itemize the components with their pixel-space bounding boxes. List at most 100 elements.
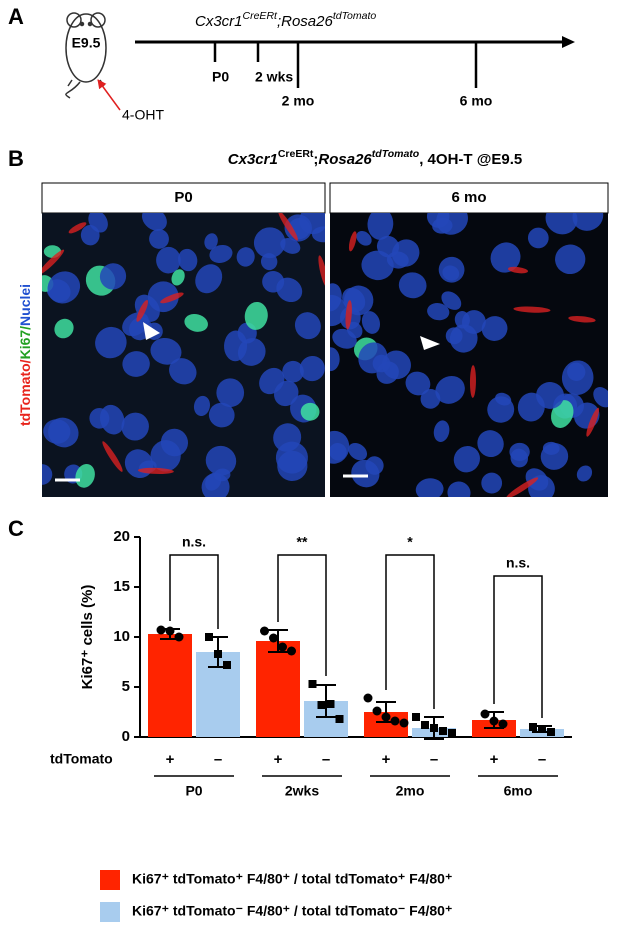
nucleus xyxy=(348,443,368,461)
nucleus xyxy=(361,311,381,334)
data-point xyxy=(390,716,400,726)
nucleus xyxy=(477,430,504,458)
data-point xyxy=(439,727,447,735)
nucleus xyxy=(442,265,460,281)
text-part: / xyxy=(17,359,33,363)
significance-bracket xyxy=(493,575,543,718)
nucleus xyxy=(54,318,74,339)
nucleus xyxy=(48,417,79,448)
nucleus xyxy=(184,313,208,332)
tdtomato-cell xyxy=(42,249,65,275)
nucleus xyxy=(42,464,53,485)
significance-label: n.s. xyxy=(182,534,206,550)
nucleus xyxy=(99,263,127,290)
nucleus xyxy=(88,213,108,233)
row-label: tdTomato xyxy=(50,751,113,767)
nucleus xyxy=(398,272,427,299)
nucleus xyxy=(420,388,441,409)
nucleus xyxy=(330,430,350,464)
image-title: Cx3cr1CreERt;Rosa26tdTomato, 4OH-T @E9.5 xyxy=(228,148,522,168)
nucleus xyxy=(386,251,409,269)
bracket-line xyxy=(385,554,435,709)
image-header xyxy=(41,182,326,214)
tdtomato-cell xyxy=(278,213,298,241)
data-point xyxy=(399,718,409,728)
nucleus xyxy=(332,328,357,349)
data-point xyxy=(363,693,373,703)
text-part: / xyxy=(17,326,33,330)
nucleus xyxy=(449,324,478,353)
data-point xyxy=(223,661,231,669)
tdtomato-cell xyxy=(345,300,352,330)
text-part: tdTomato xyxy=(333,10,377,22)
y-axis-label: Ki67⁺ cells (%) xyxy=(79,585,96,690)
nucleus xyxy=(481,472,503,494)
data-point xyxy=(430,724,438,732)
nucleus xyxy=(299,355,325,382)
nucleus xyxy=(311,226,325,243)
nucleus xyxy=(169,358,197,385)
data-point xyxy=(547,728,555,736)
nucleus xyxy=(361,250,394,281)
significance-label: * xyxy=(407,534,413,550)
nucleus xyxy=(259,367,285,395)
nucleus xyxy=(356,231,372,246)
sign-label: – xyxy=(214,751,222,768)
injection-arrow xyxy=(97,79,121,111)
nucleus xyxy=(432,217,453,234)
timepoint-label: 6 mo xyxy=(460,93,493,109)
legend-swatch xyxy=(100,902,120,922)
nucleus xyxy=(372,354,391,373)
text-part: Nuclei xyxy=(17,284,33,326)
panel-label: C xyxy=(8,516,24,541)
nucleus xyxy=(567,362,586,381)
nucleus xyxy=(527,227,549,249)
nucleus xyxy=(209,244,233,263)
timepoint-label: 2 wks xyxy=(255,69,293,85)
sign-label: – xyxy=(538,751,546,768)
tdtomato-cell xyxy=(469,365,476,398)
bracket-line xyxy=(493,575,543,718)
nucleus xyxy=(201,472,230,497)
nucleus xyxy=(121,412,149,441)
error-bar xyxy=(316,684,336,718)
nucleus xyxy=(149,229,169,249)
nucleus xyxy=(435,376,465,404)
nucleus xyxy=(545,213,578,235)
nucleus xyxy=(433,420,450,443)
nucleus xyxy=(593,387,608,408)
nucleus xyxy=(236,247,255,267)
y-tick-label: 15 xyxy=(113,578,130,595)
nucleus xyxy=(490,242,521,273)
x-tick-label: 6mo xyxy=(504,783,533,799)
sign-label: + xyxy=(490,751,499,768)
nucleus xyxy=(427,303,450,321)
text-part: ; xyxy=(313,151,318,168)
data-point xyxy=(174,632,184,642)
nucleus xyxy=(276,277,303,303)
data-point xyxy=(489,716,499,726)
nucleus xyxy=(193,395,211,416)
tdtomato-cell xyxy=(102,441,123,472)
legend-label: Ki67⁺ tdTomato⁺ F4/80⁺ / total tdTomato⁺… xyxy=(132,871,452,887)
nucleus xyxy=(481,316,508,341)
tdtomato-cell xyxy=(160,292,184,304)
data-point xyxy=(448,729,456,737)
data-point xyxy=(326,700,335,708)
data-point xyxy=(372,706,382,716)
sign-label: + xyxy=(166,751,175,768)
text-part: Cx3cr1 xyxy=(195,13,243,30)
nucleus xyxy=(415,478,444,497)
nucleus xyxy=(536,382,565,409)
nucleus xyxy=(405,371,431,396)
nucleus xyxy=(441,291,462,310)
timepoint-label: 2 mo xyxy=(282,93,315,109)
data-point xyxy=(317,701,326,709)
tdtomato-cell xyxy=(568,316,596,323)
data-point xyxy=(287,646,296,656)
panel-label: B xyxy=(8,146,24,171)
tdtomato-cell xyxy=(137,467,174,474)
nucleus xyxy=(300,402,320,421)
significance-bracket xyxy=(169,554,219,629)
